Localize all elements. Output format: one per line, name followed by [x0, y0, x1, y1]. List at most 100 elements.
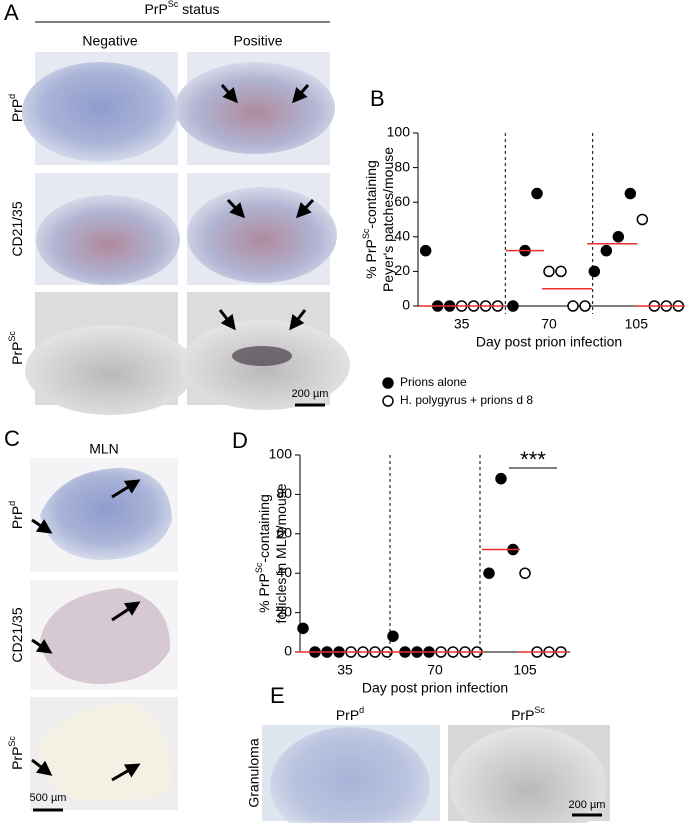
y-tick-label: 80 — [394, 158, 410, 174]
label-part: PrP — [336, 707, 359, 723]
y-axis-label: % PrPSc-containing — [254, 494, 271, 613]
label-part: PrP — [511, 707, 534, 723]
y-tick-label: 40 — [276, 564, 292, 580]
row-label: CD21/35 — [9, 607, 25, 662]
x-tick-label: 35 — [454, 316, 470, 332]
legend-marker — [382, 395, 394, 407]
data-point — [600, 244, 613, 257]
y-tick-label: 0 — [284, 643, 292, 659]
data-point — [483, 567, 495, 579]
superscript: Sc — [7, 331, 17, 342]
data-point — [543, 265, 555, 278]
x-tick-label: 35 — [337, 662, 353, 678]
data-point — [495, 472, 507, 485]
tissue — [187, 187, 337, 283]
tissue — [25, 325, 195, 415]
superscript: Sc — [168, 0, 179, 9]
label-part: CD21/35 — [9, 201, 25, 256]
label-part: CD21/35 — [9, 607, 25, 662]
label-part: PrP — [9, 99, 25, 122]
column-label: Negative — [82, 33, 137, 49]
panel-a-images — [22, 21, 350, 415]
row-label: PrPd — [7, 94, 24, 122]
label-part: -containing — [363, 160, 379, 229]
arrow — [292, 84, 310, 104]
superscript: Sc — [7, 736, 17, 747]
data-point — [624, 187, 637, 200]
row-label: Granuloma — [246, 738, 262, 807]
y-axis-label: follicles in MLN/mouse — [273, 483, 289, 623]
arrow — [220, 84, 238, 104]
data-point — [588, 265, 601, 278]
data-point — [567, 300, 579, 312]
panel-letter: A — [4, 0, 19, 25]
x-axis-label: Day post prion infection — [476, 334, 622, 350]
row-label: PrPd — [7, 501, 24, 529]
arrow — [295, 198, 315, 219]
y-tick-label: 40 — [394, 228, 410, 244]
label-part: PrP — [9, 342, 25, 365]
data-point — [519, 567, 531, 579]
panel-letter: D — [232, 428, 248, 453]
panel-e-images — [262, 725, 610, 823]
arrow — [111, 763, 141, 782]
x-tick-label: 70 — [427, 662, 443, 678]
legend-label: H. polygyrus + prions d 8 — [400, 393, 533, 407]
panel-letter: E — [270, 683, 285, 708]
y-tick-label: 0 — [402, 297, 410, 313]
label-part: Peyer's patches/mouse — [380, 147, 396, 292]
label-part: -containing — [256, 494, 272, 563]
tissue — [450, 727, 606, 823]
y-tick-label: 60 — [394, 193, 410, 209]
y-tick-label: 80 — [276, 485, 292, 501]
data-point — [387, 630, 399, 642]
x-axis-label: Day post prion infection — [362, 680, 508, 696]
panel-letter: B — [370, 86, 385, 111]
y-tick-label: 100 — [387, 124, 411, 140]
superscript: Sc — [361, 228, 371, 239]
legend-marker — [382, 377, 394, 389]
label-part: status — [178, 1, 219, 17]
label-part: % PrP — [256, 573, 272, 613]
superscript: Sc — [254, 562, 264, 573]
legend-label: Prions alone — [400, 375, 467, 389]
tissue — [175, 62, 335, 154]
column-label: PrPd — [336, 705, 364, 722]
y-axis-label: % PrPSc-containing — [361, 160, 378, 279]
panel-title: MLN — [89, 441, 119, 457]
arrow — [31, 518, 53, 534]
label-part: PrP — [9, 747, 25, 770]
row-label: PrPSc — [7, 331, 24, 365]
arrow — [31, 758, 53, 776]
arrow — [289, 309, 307, 331]
data-point — [297, 622, 309, 635]
tissue — [270, 727, 430, 823]
y-axis-label: Peyer's patches/mouse — [380, 147, 396, 292]
arrow — [218, 309, 236, 331]
superscript: d — [7, 94, 17, 99]
data-point — [531, 187, 543, 200]
y-tick-label: 20 — [276, 603, 292, 619]
y-tick-label: 60 — [276, 525, 292, 541]
y-tick-label: 20 — [394, 262, 410, 278]
scale-label: 200 µm — [569, 799, 606, 811]
arrow — [111, 601, 141, 622]
label-part: % PrP — [363, 239, 379, 279]
data-point — [555, 265, 567, 278]
tissue — [36, 195, 180, 285]
stain — [232, 346, 292, 366]
scale-label: 500 µm — [30, 792, 67, 804]
data-point — [419, 244, 432, 257]
arrow — [226, 198, 246, 219]
label-part: PrP — [144, 1, 167, 17]
superscript: Sc — [534, 705, 545, 715]
superscript: d — [359, 705, 364, 715]
header: PrPSc status — [144, 0, 219, 17]
panel-letter: C — [4, 426, 20, 451]
panel-c-images — [30, 458, 178, 812]
label-part: follicles in MLN/mouse — [273, 483, 289, 623]
scale-label: 200 µm — [292, 388, 329, 400]
label-part: PrP — [9, 506, 25, 529]
superscript: d — [7, 501, 17, 506]
